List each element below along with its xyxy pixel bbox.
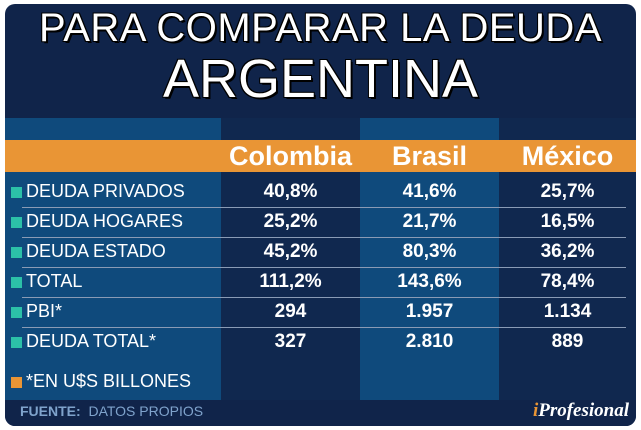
footnote-row: *EN U$S BILLONES [5,368,636,398]
header-band [5,140,636,172]
teal-square-icon [11,247,22,258]
cell-value: 21,7% [402,211,457,232]
row-divider [22,237,626,238]
row-divider [22,327,626,328]
source-text: DATOS PROPIOS [88,403,204,419]
teal-square-icon [11,217,22,228]
table-row: DEUDA TOTAL* 327 2.810 889 [5,328,636,358]
cell-value: 40,8% [263,181,318,202]
column-header: Colombia [228,141,352,171]
cell-value: 143,6% [397,271,462,292]
column-header: Brasil [391,141,468,171]
table-row: TOTAL 111,2% 143,6% 78,4% [5,268,636,298]
row-divider [22,267,626,268]
cell-value: 25,7% [540,181,595,202]
title-line-1: PARA COMPARAR LA DEUDA [39,6,602,50]
cell-value: 294 [274,301,307,322]
logo-i: i [532,400,539,421]
table-row: DEUDA PRIVADOS 40,8% 41,6% 25,7% [5,178,636,208]
cell-value: 327 [274,331,307,352]
cell-value: 45,2% [263,241,318,262]
row-label: TOTAL [26,271,83,291]
source: FUENTE: DATOS PROPIOS [20,403,203,419]
cell-value: 111,2% [259,271,322,292]
cell-value: 16,5% [540,211,595,232]
cell-value: 1.134 [543,301,592,322]
title-line-2: ARGENTINA [162,49,479,109]
table-row: DEUDA HOGARES 25,2% 21,7% 16,5% [5,208,636,238]
table-row: DEUDA ESTADO 45,2% 80,3% 36,2% [5,238,636,268]
teal-square-icon [11,187,22,198]
cell-value: 889 [551,331,584,352]
table-row: PBI* 294 1.957 1.134 [5,298,636,328]
cell-value: 41,6% [402,181,457,202]
cell-value: 1.957 [405,301,454,322]
iprofesional-logo: iProfesional [533,400,629,422]
row-divider [22,297,626,298]
cell-value: 25,2% [263,211,318,232]
row-label: DEUDA TOTAL* [26,331,157,351]
teal-square-icon [11,277,22,288]
teal-square-icon [11,307,22,318]
row-label: DEUDA HOGARES [26,211,184,231]
cell-value: 36,2% [540,241,595,262]
footnote: *EN U$S BILLONES [26,371,192,391]
cell-value: 78,4% [540,271,595,292]
column-header: México [521,141,614,171]
teal-square-icon [11,337,22,348]
row-label: DEUDA PRIVADOS [26,181,185,201]
row-label: PBI* [26,301,63,321]
row-label: DEUDA ESTADO [26,241,166,261]
cell-value: 80,3% [402,241,457,262]
orange-square-icon [11,377,22,388]
footer-bar [5,400,636,426]
logo-text: Profesional [538,400,629,421]
cell-value: 2.810 [405,331,454,352]
source-label: FUENTE: [20,403,81,419]
row-divider [22,207,626,208]
